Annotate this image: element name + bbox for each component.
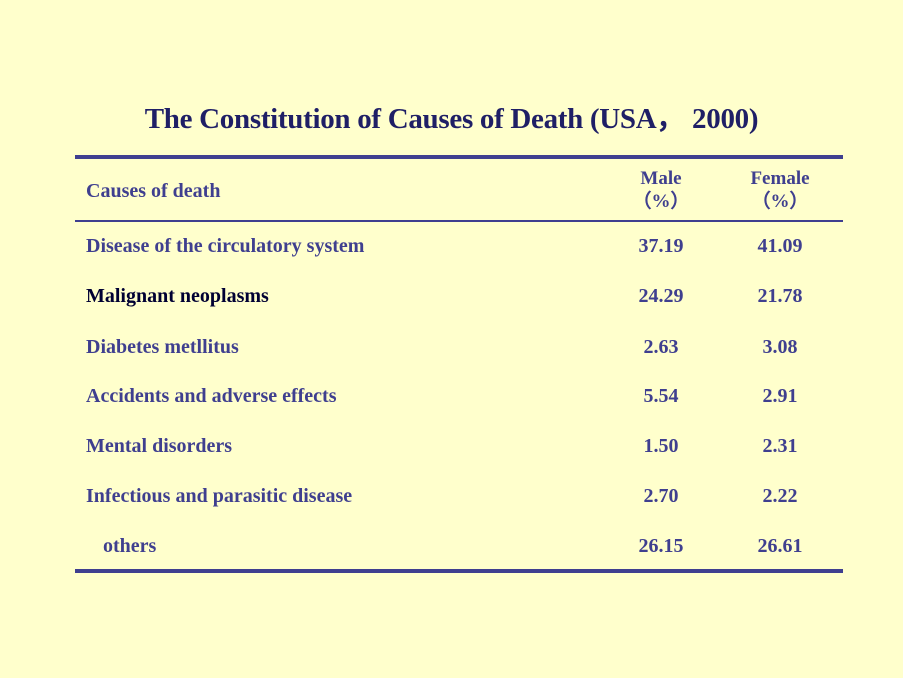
- male-percent-cell: 1.50: [643, 435, 679, 457]
- column-header-female-unit: （%）: [751, 191, 809, 212]
- male-percent-cell: 5.54: [643, 385, 679, 407]
- page-title: The Constitution of Causes of Death (USA…: [144, 103, 759, 135]
- table-row: Accidents and adverse effects 5.54 2.91: [0, 385, 903, 415]
- female-percent-cell: 21.78: [757, 285, 803, 307]
- column-header-female: Female （%）: [730, 167, 830, 213]
- female-percent-cell: 2.31: [762, 435, 798, 457]
- table-row: Disease of the circulatory system 37.19 …: [0, 235, 903, 265]
- cause-cell: Diabetes metllitus: [86, 336, 239, 358]
- cause-cell: Mental disorders: [86, 435, 233, 457]
- cause-cell: Malignant neoplasms: [86, 285, 269, 307]
- column-header-male-unit: （%）: [632, 191, 690, 212]
- cause-cell: Infectious and parasitic disease: [86, 485, 353, 507]
- column-header-cause: Causes of death: [86, 180, 221, 202]
- column-header-male: Male （%）: [611, 167, 711, 213]
- table-top-rule: [75, 155, 843, 159]
- cause-cell: others: [103, 535, 157, 557]
- cause-cell: Disease of the circulatory system: [86, 235, 365, 257]
- male-percent-cell: 24.29: [638, 285, 684, 307]
- male-percent-cell: 2.70: [643, 485, 679, 507]
- female-percent-cell: 41.09: [757, 235, 803, 257]
- table-bottom-rule: [75, 569, 843, 573]
- table-row: Mental disorders 1.50 2.31: [0, 435, 903, 465]
- male-percent-cell: 37.19: [638, 235, 684, 257]
- male-percent-cell: 2.63: [643, 336, 679, 358]
- table-row: Malignant neoplasms 24.29 21.78: [0, 285, 903, 315]
- column-header-female-label: Female: [750, 168, 810, 189]
- table-row: Infectious and parasitic disease 2.70 2.…: [0, 485, 903, 515]
- female-percent-cell: 26.61: [757, 535, 803, 557]
- column-header-male-label: Male: [640, 168, 682, 189]
- table-row: others 26.15 26.61: [0, 535, 903, 565]
- table-row: Diabetes metllitus 2.63 3.08: [0, 336, 903, 366]
- female-percent-cell: 3.08: [762, 336, 798, 358]
- female-percent-cell: 2.91: [762, 385, 798, 407]
- female-percent-cell: 2.22: [762, 485, 798, 507]
- header-divider-rule: [75, 220, 843, 222]
- cause-cell: Accidents and adverse effects: [86, 385, 337, 407]
- male-percent-cell: 26.15: [638, 535, 684, 557]
